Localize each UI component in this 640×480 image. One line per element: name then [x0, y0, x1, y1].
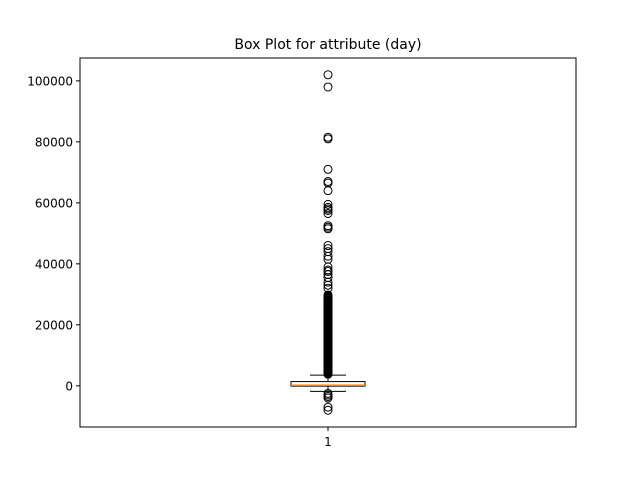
plot-area: 0 20000 40000 60000 80000 100000 1: [27, 70, 366, 449]
outlier-point: [323, 290, 333, 300]
y-tick-label: 20000: [35, 318, 73, 332]
outlier-point: [323, 405, 333, 415]
outlier-point: [323, 277, 333, 287]
y-tick-label: 80000: [35, 135, 73, 149]
outlier-point: [323, 82, 333, 92]
outlier-point: [323, 205, 333, 215]
axes-frame: [79, 57, 577, 428]
y-tick-label: 60000: [35, 196, 73, 210]
outlier-point: [323, 266, 333, 276]
y-tick-label: 40000: [35, 257, 73, 271]
outlier-point: [323, 199, 333, 209]
outlier-point: [323, 209, 333, 219]
outlier-point: [323, 241, 333, 251]
outlier-point: [323, 134, 333, 144]
chart-title: Box Plot for attribute (day): [234, 37, 421, 53]
y-tick-label: 0: [65, 379, 73, 393]
iqr-box: [290, 381, 366, 387]
outlier-point: [323, 402, 333, 412]
outlier-point: [323, 251, 333, 261]
outlier-point: [323, 164, 333, 174]
outlier-point: [323, 70, 333, 80]
outlier-point: [323, 393, 333, 403]
outlier-point: [323, 224, 333, 234]
outlier-point: [323, 186, 333, 196]
y-tick-label: 100000: [27, 74, 73, 88]
x-tick-label: 1: [324, 435, 332, 449]
outlier-point: [323, 280, 333, 290]
